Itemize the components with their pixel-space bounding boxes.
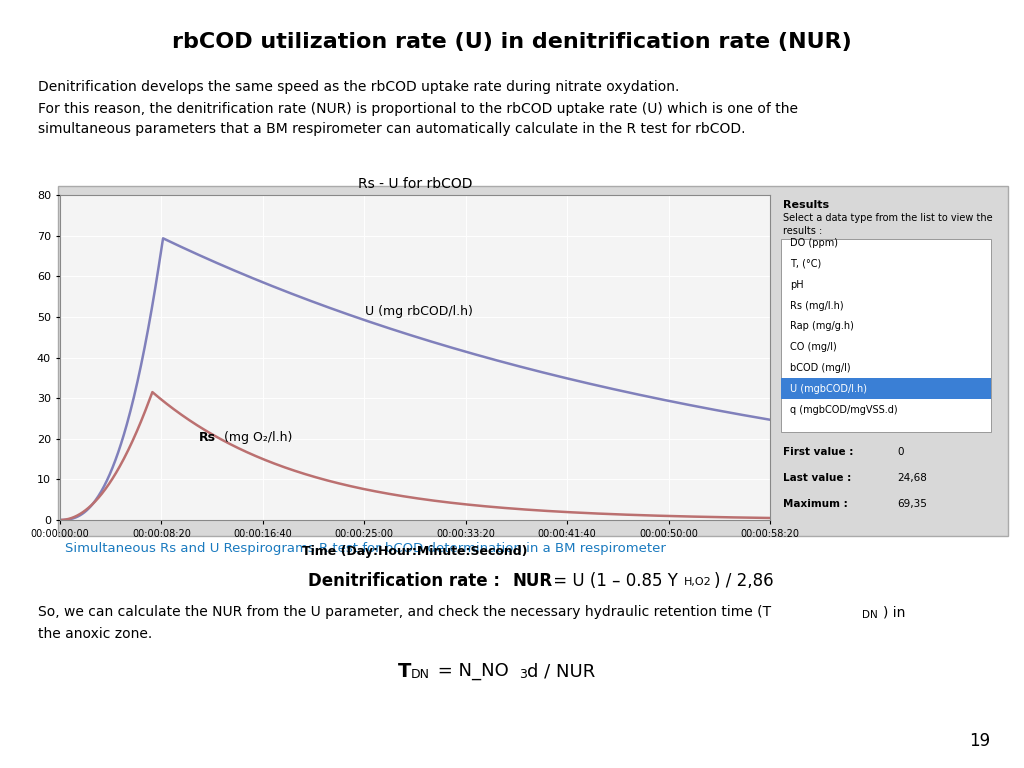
- Text: Denitrification rate :: Denitrification rate :: [308, 572, 512, 590]
- Text: Rs (mg/l.h): Rs (mg/l.h): [790, 300, 844, 310]
- Bar: [780, 239, 991, 432]
- Text: U (mgbCOD/l.h): U (mgbCOD/l.h): [790, 384, 866, 394]
- Text: = U (1 – 0.85 Y: = U (1 – 0.85 Y: [548, 572, 678, 590]
- Text: ) in: ) in: [883, 605, 905, 619]
- Text: NUR: NUR: [512, 572, 552, 590]
- Text: bCOD (mg/l): bCOD (mg/l): [790, 363, 850, 373]
- Text: CO (mg/l): CO (mg/l): [790, 343, 837, 353]
- X-axis label: Time (Day:Hour:Minute:Second): Time (Day:Hour:Minute:Second): [302, 545, 527, 558]
- Text: pH: pH: [790, 280, 803, 290]
- Text: T, (°C): T, (°C): [790, 259, 821, 269]
- Text: Rap (mg/g.h): Rap (mg/g.h): [790, 321, 854, 331]
- Text: 24,68: 24,68: [897, 473, 927, 483]
- Bar: [780, 379, 991, 399]
- Text: rbCOD utilization rate (U) in denitrification rate (NUR): rbCOD utilization rate (U) in denitrific…: [172, 32, 852, 52]
- Text: Last value :: Last value :: [783, 473, 851, 483]
- Bar: [58, 186, 1008, 536]
- Text: Results: Results: [783, 200, 829, 210]
- Text: Select a data type from the list to view the
results :: Select a data type from the list to view…: [783, 213, 992, 236]
- Text: T: T: [398, 662, 412, 681]
- Text: For this reason, the denitrification rate (NUR) is proportional to the rbCOD upt: For this reason, the denitrification rat…: [38, 102, 798, 135]
- Text: 19: 19: [969, 732, 990, 750]
- Text: (mg O₂/l.h): (mg O₂/l.h): [220, 431, 292, 444]
- Text: 69,35: 69,35: [897, 499, 927, 509]
- Text: DO (ppm): DO (ppm): [790, 238, 838, 248]
- Title: Rs - U for rbCOD: Rs - U for rbCOD: [357, 177, 472, 191]
- Text: DN: DN: [862, 610, 878, 620]
- Text: 0: 0: [897, 447, 904, 457]
- Text: q (mgbCOD/mgVSS.d): q (mgbCOD/mgVSS.d): [790, 405, 897, 415]
- Text: DN: DN: [411, 668, 430, 681]
- Text: ) / 2,86: ) / 2,86: [714, 572, 773, 590]
- Text: H,O2: H,O2: [684, 577, 712, 587]
- Text: U (mg rbCOD/l.h): U (mg rbCOD/l.h): [366, 305, 473, 318]
- Text: Simultaneous Rs and U Respirograms R test for bCOD determination in a BM respiro: Simultaneous Rs and U Respirograms R tes…: [65, 542, 666, 555]
- Text: Rs: Rs: [199, 431, 215, 444]
- Text: Maximum :: Maximum :: [783, 499, 848, 509]
- Text: So, we can calculate the NUR from the U parameter, and check the necessary hydra: So, we can calculate the NUR from the U …: [38, 605, 771, 619]
- Text: First value :: First value :: [783, 447, 853, 457]
- Text: 3: 3: [519, 668, 527, 681]
- Text: the anoxic zone.: the anoxic zone.: [38, 627, 153, 641]
- Text: Denitrification develops the same speed as the rbCOD uptake rate during nitrate : Denitrification develops the same speed …: [38, 80, 679, 94]
- Text: d / NUR: d / NUR: [527, 662, 595, 680]
- Text: = N_NO: = N_NO: [432, 662, 509, 680]
